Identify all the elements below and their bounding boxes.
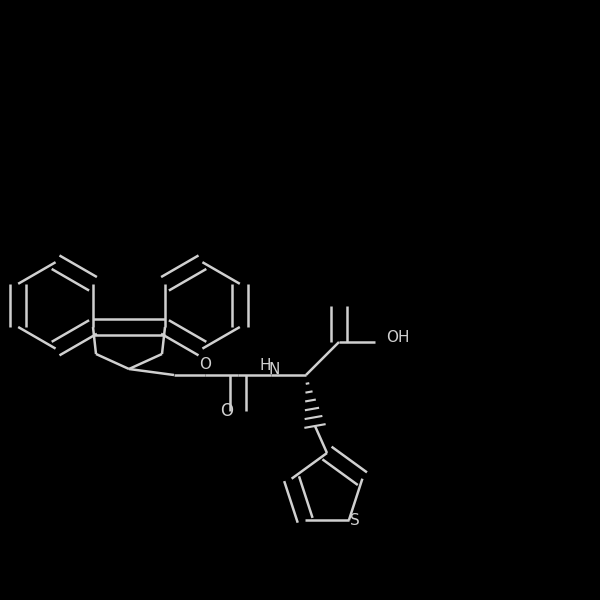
Text: S: S: [350, 513, 360, 528]
Text: O: O: [199, 356, 211, 371]
Text: N: N: [269, 362, 280, 377]
Text: H: H: [259, 358, 271, 373]
Text: O: O: [220, 402, 233, 420]
Text: OH: OH: [386, 329, 409, 344]
